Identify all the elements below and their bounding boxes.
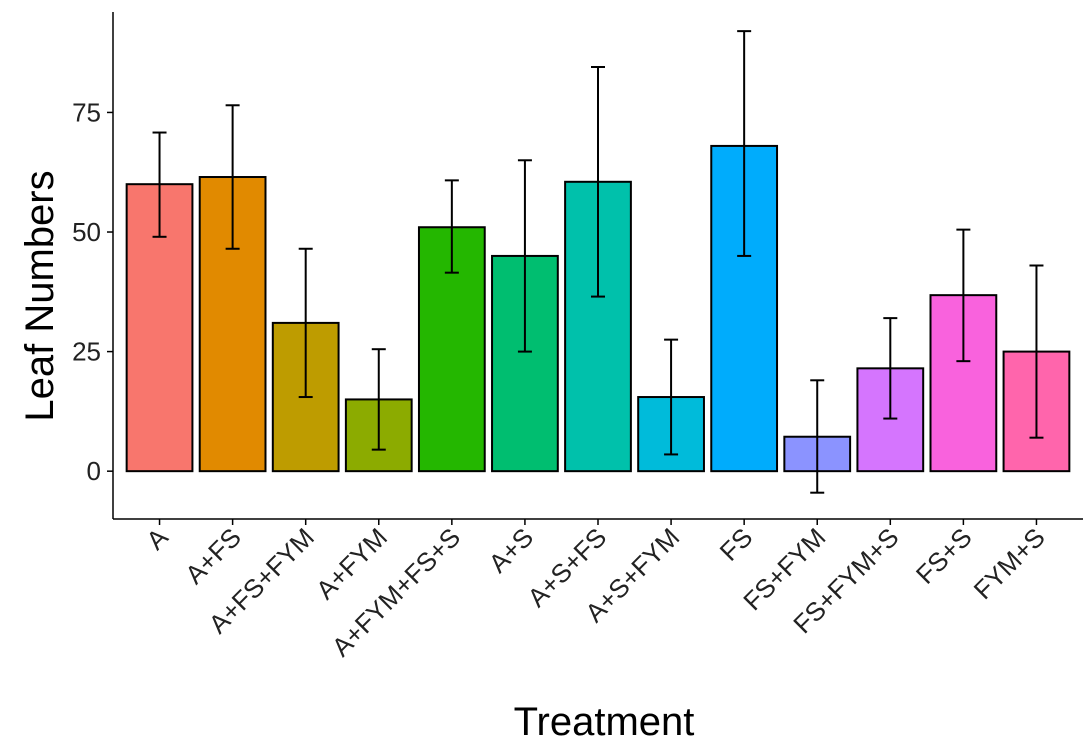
error-bar-A+FYM+FS+S [444, 179, 459, 274]
error-bar-FS+FYM [810, 379, 825, 494]
error-bar-FYM+S [1029, 264, 1044, 439]
y-tick-label: 25 [72, 337, 101, 367]
x-tick-label: A+FYM+FS+S [326, 522, 466, 662]
y-tick-label: 75 [72, 97, 101, 127]
error-bar-A+S+FYM [664, 338, 679, 456]
error-bar-A [152, 131, 167, 238]
y-axis-ticks: 0 25 50 75 [72, 97, 113, 486]
error-bars-group [152, 30, 1044, 494]
bar-FS [710, 144, 779, 473]
error-bar-A+S [517, 159, 532, 353]
error-bar-A+S+FS [591, 66, 605, 298]
x-tick-label: A+FS [179, 522, 247, 590]
bar-A+FYM+FS+S [417, 226, 486, 473]
error-bar-A+FS+FYM [298, 247, 313, 399]
x-tick-label: A+S [483, 522, 539, 578]
y-axis-title: Leaf Numbers [18, 170, 62, 421]
y-tick-label: 50 [72, 217, 101, 247]
x-tick-label: FYM+S [968, 522, 1051, 605]
error-bar-A+FS [225, 104, 240, 250]
x-tick-label: A [140, 522, 174, 556]
error-bar-A+FYM [371, 348, 386, 451]
x-tick-label: FS+S [910, 522, 978, 590]
x-axis-title: Treatment [514, 700, 695, 744]
x-tick-label: FS [714, 522, 759, 567]
error-bar-FS+FYM+S [883, 317, 898, 420]
error-bar-FS [737, 30, 752, 257]
y-tick-label: 0 [87, 456, 101, 486]
error-bar-FS+S [956, 228, 971, 363]
